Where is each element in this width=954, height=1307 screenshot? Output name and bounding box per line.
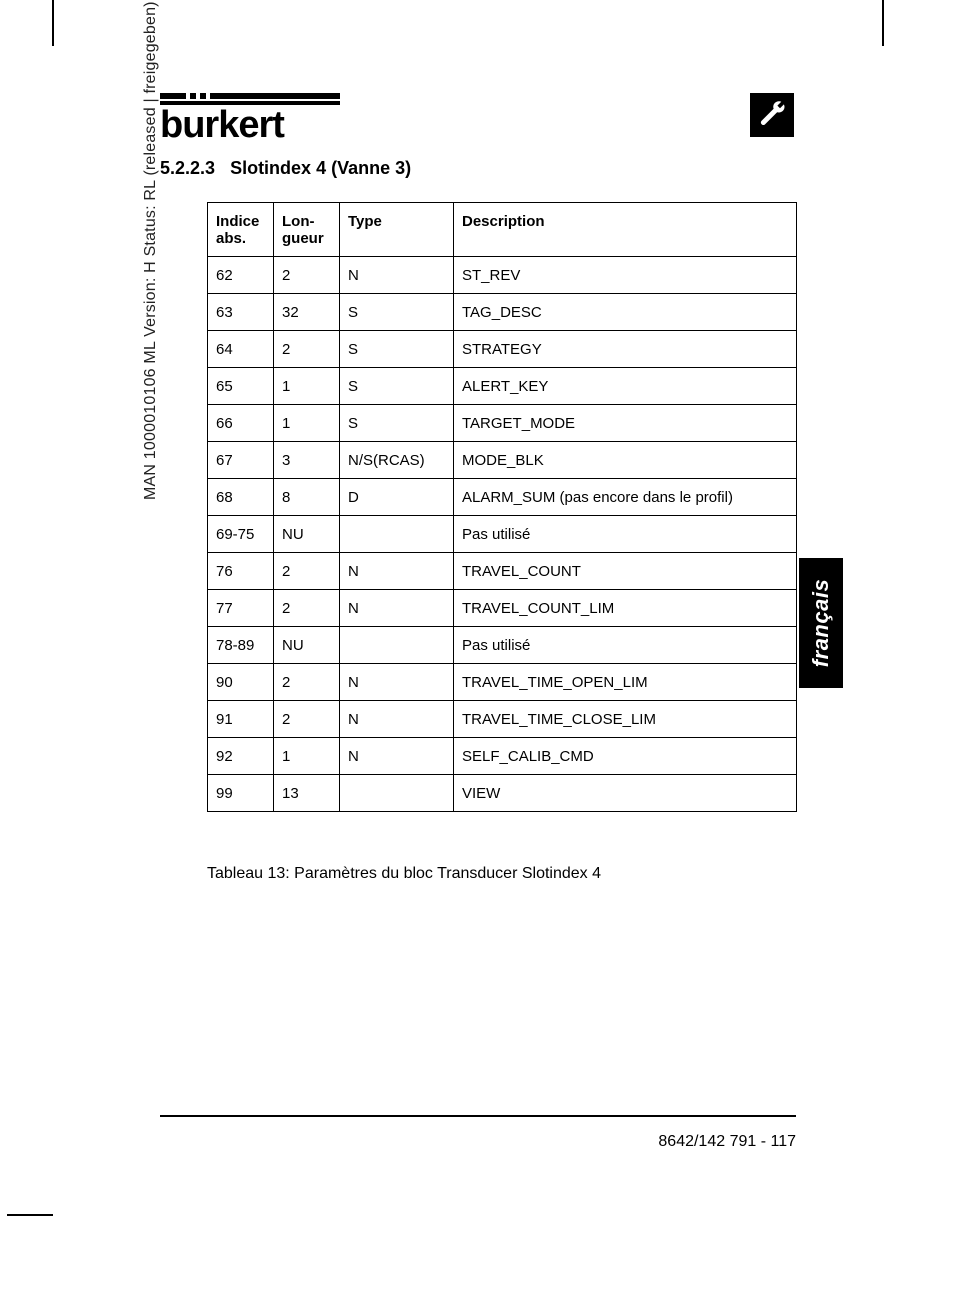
- svg-text:burkert: burkert: [160, 104, 285, 143]
- svg-text:¨: ¨: [190, 98, 197, 120]
- table-cell: N: [340, 590, 454, 627]
- table-cell: N: [340, 553, 454, 590]
- table-row: 921NSELF_CALIB_CMD: [208, 738, 797, 775]
- table-cell: N: [340, 257, 454, 294]
- table-cell: 66: [208, 405, 274, 442]
- table-cell: S: [340, 331, 454, 368]
- footer-text: 8642/142 791 - 117: [658, 1133, 796, 1151]
- table-cell: 2: [274, 590, 340, 627]
- table-cell: 2: [274, 257, 340, 294]
- table-cell: Pas utilisé: [454, 627, 797, 664]
- parameter-table: Indice abs. Lon-gueur Type Description 6…: [207, 202, 797, 812]
- table-cell: 65: [208, 368, 274, 405]
- section-heading: 5.2.2.3 Slotindex 4 (Vanne 3): [160, 158, 411, 179]
- col-header: Indice abs.: [208, 203, 274, 257]
- table-cell: 68: [208, 479, 274, 516]
- table-row: 912NTRAVEL_TIME_CLOSE_LIM: [208, 701, 797, 738]
- table-cell: ST_REV: [454, 257, 797, 294]
- crop-mark: [882, 0, 884, 46]
- table-cell: ALARM_SUM (pas encore dans le profil): [454, 479, 797, 516]
- table-cell: ALERT_KEY: [454, 368, 797, 405]
- table-caption: Tableau 13: Paramètres du bloc Transduce…: [207, 865, 601, 883]
- section-title: Slotindex 4 (Vanne 3): [230, 158, 411, 178]
- table-row: 622NST_REV: [208, 257, 797, 294]
- section-number: 5.2.2.3: [160, 158, 215, 178]
- table-cell: 1: [274, 368, 340, 405]
- table-cell: N: [340, 664, 454, 701]
- table-cell: 92: [208, 738, 274, 775]
- table-cell: D: [340, 479, 454, 516]
- table-cell: 13: [274, 775, 340, 812]
- table-cell: 2: [274, 553, 340, 590]
- language-label: français: [808, 579, 834, 667]
- table-cell: TRAVEL_TIME_OPEN_LIM: [454, 664, 797, 701]
- table-cell: S: [340, 405, 454, 442]
- table-row: 902NTRAVEL_TIME_OPEN_LIM: [208, 664, 797, 701]
- crop-mark: [52, 0, 54, 46]
- col-header: Type: [340, 203, 454, 257]
- col-header: Description: [454, 203, 797, 257]
- table-row: 6332STAG_DESC: [208, 294, 797, 331]
- table-cell: S: [340, 368, 454, 405]
- table-cell: S: [340, 294, 454, 331]
- table-row: 673N/S(RCAS)MODE_BLK: [208, 442, 797, 479]
- table-cell: 77: [208, 590, 274, 627]
- table-cell: 2: [274, 701, 340, 738]
- table-cell: TARGET_MODE: [454, 405, 797, 442]
- document-meta-side: MAN 1000010106 ML Version: H Status: RL …: [142, 0, 160, 500]
- table-cell: 90: [208, 664, 274, 701]
- wrench-icon: [750, 93, 794, 137]
- table-row: 688DALARM_SUM (pas encore dans le profil…: [208, 479, 797, 516]
- table-row: 9913 VIEW: [208, 775, 797, 812]
- table-cell: Pas utilisé: [454, 516, 797, 553]
- table-cell: TAG_DESC: [454, 294, 797, 331]
- table-cell: 91: [208, 701, 274, 738]
- table-cell: TRAVEL_COUNT_LIM: [454, 590, 797, 627]
- table-cell: NU: [274, 627, 340, 664]
- table-cell: 78-89: [208, 627, 274, 664]
- table-cell: [340, 775, 454, 812]
- table-cell: SELF_CALIB_CMD: [454, 738, 797, 775]
- table-cell: 2: [274, 664, 340, 701]
- table-row: 661STARGET_MODE: [208, 405, 797, 442]
- table-cell: 99: [208, 775, 274, 812]
- table-cell: N/S(RCAS): [340, 442, 454, 479]
- table-cell: [340, 627, 454, 664]
- table-row: 78-89NU Pas utilisé: [208, 627, 797, 664]
- table-cell: 69-75: [208, 516, 274, 553]
- table-cell: 1: [274, 405, 340, 442]
- table-row: 651SALERT_KEY: [208, 368, 797, 405]
- table-cell: 32: [274, 294, 340, 331]
- crop-mark: [7, 1214, 53, 1216]
- table-cell: NU: [274, 516, 340, 553]
- language-tab: français: [799, 558, 843, 688]
- col-header: Lon-gueur: [274, 203, 340, 257]
- table-cell: TRAVEL_COUNT: [454, 553, 797, 590]
- table-cell: 63: [208, 294, 274, 331]
- table-cell: [340, 516, 454, 553]
- table-cell: STRATEGY: [454, 331, 797, 368]
- table-cell: VIEW: [454, 775, 797, 812]
- footer-rule: [160, 1115, 796, 1117]
- table-row: 69-75NU Pas utilisé: [208, 516, 797, 553]
- table-cell: 3: [274, 442, 340, 479]
- table-header-row: Indice abs. Lon-gueur Type Description: [208, 203, 797, 257]
- table-cell: 2: [274, 331, 340, 368]
- table-cell: MODE_BLK: [454, 442, 797, 479]
- table-cell: N: [340, 701, 454, 738]
- table-cell: 67: [208, 442, 274, 479]
- table-row: 642SSTRATEGY: [208, 331, 797, 368]
- table-cell: 64: [208, 331, 274, 368]
- table-row: 772NTRAVEL_COUNT_LIM: [208, 590, 797, 627]
- table-cell: 1: [274, 738, 340, 775]
- table-cell: 8: [274, 479, 340, 516]
- table-cell: TRAVEL_TIME_CLOSE_LIM: [454, 701, 797, 738]
- table-row: 762NTRAVEL_COUNT: [208, 553, 797, 590]
- table-cell: 62: [208, 257, 274, 294]
- brand-logo: burkert ¨: [160, 93, 800, 148]
- table-cell: N: [340, 738, 454, 775]
- table-cell: 76: [208, 553, 274, 590]
